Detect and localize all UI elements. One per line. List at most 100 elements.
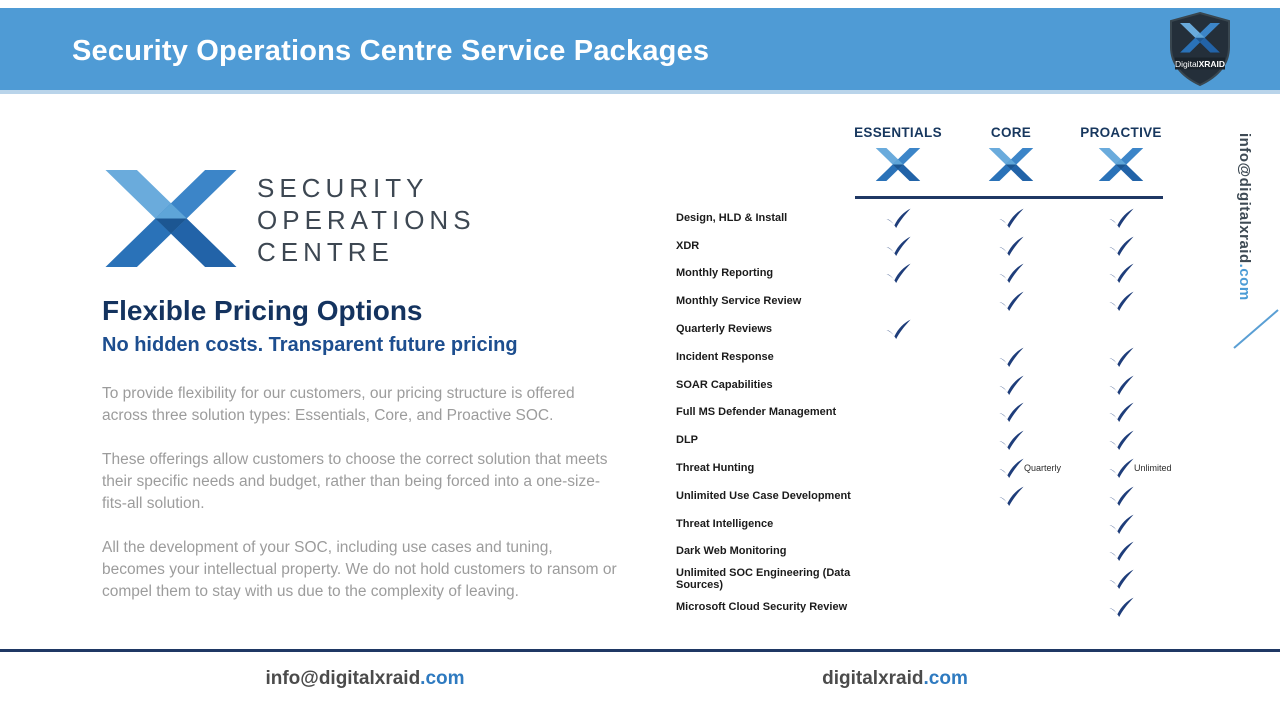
checkmark-icon bbox=[998, 347, 1024, 367]
logo-text-digital: Digital bbox=[1175, 59, 1199, 69]
feature-label: XDR bbox=[676, 239, 700, 252]
check-cell-core bbox=[981, 593, 1041, 621]
footer-email-prefix: info@digitalxraid bbox=[265, 668, 421, 689]
check-cell-core bbox=[981, 399, 1041, 427]
core-x-icon bbox=[988, 148, 1034, 181]
feature-label: Dark Web Monitoring bbox=[676, 545, 787, 558]
check-cell-proactive bbox=[1091, 204, 1151, 232]
checkmark-icon bbox=[998, 264, 1024, 284]
checkmark-icon bbox=[1108, 597, 1134, 618]
checkmark-icon bbox=[1108, 291, 1134, 312]
check-cell-essentials bbox=[868, 371, 928, 399]
footer-site-prefix: digitalxraid bbox=[822, 668, 924, 689]
paragraph-3: All the development of your SOC, includi… bbox=[102, 539, 617, 600]
section-subheading: No hidden costs. Transparent future pric… bbox=[102, 334, 518, 356]
feature-label: Unlimited SOC Engineering (Data Sources) bbox=[676, 567, 851, 592]
check-cell-essentials bbox=[868, 454, 928, 482]
table-row: Microsoft Cloud Security Review bbox=[660, 593, 1180, 621]
table-row: Monthly Service Review bbox=[660, 287, 1180, 315]
footer-site-suffix: .com bbox=[923, 668, 968, 689]
side-contact-email: info@digitalxraid.com bbox=[1236, 133, 1253, 301]
feature-label: DLP bbox=[676, 434, 698, 447]
pricing-comparison-table: ESSENTIALS CORE PROACTIVE Design, HLD & … bbox=[660, 120, 1180, 635]
logo-text-xraid: XRAID bbox=[1199, 59, 1225, 69]
check-cell-proactive bbox=[1091, 287, 1151, 315]
checkmark-icon bbox=[1108, 486, 1134, 506]
footer-email-link[interactable]: info@digitalxraid .com bbox=[140, 664, 590, 694]
table-row: Incident Response bbox=[660, 343, 1180, 371]
svg-text:DigitalXRAID: DigitalXRAID bbox=[1175, 59, 1225, 69]
table-header-rule bbox=[855, 196, 1163, 199]
checkmark-icon bbox=[885, 236, 911, 256]
feature-label: Threat Intelligence bbox=[676, 517, 774, 530]
footer-rule-top bbox=[0, 649, 1280, 652]
feature-label: Monthly Service Review bbox=[676, 295, 802, 308]
soc-x-logo-icon bbox=[105, 170, 237, 267]
check-cell-core bbox=[981, 287, 1041, 315]
table-row: Unlimited SOC Engineering (Data Sources) bbox=[660, 565, 1180, 593]
check-cell-proactive bbox=[1091, 371, 1151, 399]
check-cell-core bbox=[981, 204, 1041, 232]
checkmark-icon bbox=[998, 486, 1024, 506]
page-title: Security Operations Centre Service Packa… bbox=[72, 34, 710, 67]
feature-label: Unlimited Use Case Development bbox=[676, 489, 851, 502]
checkmark-icon bbox=[1108, 569, 1134, 590]
table-row: Unlimited Use Case Development bbox=[660, 482, 1180, 510]
check-cell-proactive bbox=[1091, 510, 1151, 538]
check-cell-proactive: Unlimited bbox=[1091, 454, 1172, 482]
check-cell-core: Quarterly bbox=[981, 454, 1061, 482]
table-row: Design, HLD & Install bbox=[660, 204, 1180, 232]
check-cell-core bbox=[981, 232, 1041, 260]
checkmark-icon bbox=[1108, 514, 1134, 534]
check-cell-essentials bbox=[868, 204, 928, 232]
feature-label: Monthly Reporting bbox=[676, 267, 774, 280]
check-cell-proactive bbox=[1091, 482, 1151, 510]
paragraph-2: These offerings allow customers to choos… bbox=[102, 451, 608, 512]
table-row: Monthly Reporting bbox=[660, 260, 1180, 288]
checkmark-icon bbox=[998, 430, 1024, 451]
check-cell-core bbox=[981, 565, 1041, 593]
checkmark-icon bbox=[885, 264, 911, 284]
side-email-suffix: .com bbox=[1236, 263, 1253, 301]
column-header-proactive: PROACTIVE bbox=[1080, 125, 1162, 140]
checkmark-icon bbox=[1108, 236, 1134, 256]
table-row: DLP bbox=[660, 426, 1180, 454]
check-cell-essentials bbox=[868, 593, 928, 621]
table-row: XDR bbox=[660, 232, 1180, 260]
checkmark-icon bbox=[1108, 403, 1134, 423]
check-cell-core bbox=[981, 538, 1041, 566]
header-band: Security Operations Centre Service Packa… bbox=[0, 8, 1280, 94]
feature-label: Quarterly Reviews bbox=[676, 323, 772, 336]
feature-label: Threat Hunting bbox=[676, 462, 755, 475]
digitalxraid-shield-logo-icon: DigitalXRAID bbox=[1170, 11, 1230, 87]
check-cell-essentials bbox=[868, 482, 928, 510]
soc-logo-wordmark: SECURITY OPERATIONS CENTRE bbox=[257, 172, 476, 268]
section-heading: Flexible Pricing Options bbox=[102, 295, 423, 326]
feature-rows: Design, HLD & Install XDR Monthly Reportin… bbox=[660, 204, 1180, 621]
check-cell-essentials bbox=[868, 343, 928, 371]
checkmark-icon bbox=[1108, 264, 1134, 284]
check-cell-proactive bbox=[1091, 260, 1151, 288]
footer-website-link[interactable]: digitalxraid .com bbox=[670, 664, 1120, 694]
table-row: Threat Intelligence bbox=[660, 510, 1180, 538]
feature-label: Full MS Defender Management bbox=[676, 406, 837, 419]
checkmark-icon bbox=[885, 208, 911, 228]
proactive-x-icon bbox=[1098, 148, 1144, 181]
checkmark-icon bbox=[998, 375, 1024, 395]
checkmark-icon bbox=[998, 458, 1024, 479]
feature-label: Microsoft Cloud Security Review bbox=[676, 601, 848, 614]
checkmark-icon bbox=[998, 236, 1024, 256]
check-cell-core bbox=[981, 260, 1041, 288]
check-cell-proactive bbox=[1091, 315, 1151, 343]
feature-label: Design, HLD & Install bbox=[676, 211, 788, 224]
checkmark-icon bbox=[1108, 375, 1134, 395]
check-cell-proactive bbox=[1091, 426, 1151, 454]
feature-label: SOAR Capabilities bbox=[676, 378, 773, 391]
table-row: Threat Hunting Quarterly Unlimited bbox=[660, 454, 1180, 482]
check-cell-core bbox=[981, 426, 1041, 454]
check-cell-essentials bbox=[868, 426, 928, 454]
checkmark-icon bbox=[998, 291, 1024, 312]
check-cell-essentials bbox=[868, 232, 928, 260]
check-cell-core bbox=[981, 343, 1041, 371]
